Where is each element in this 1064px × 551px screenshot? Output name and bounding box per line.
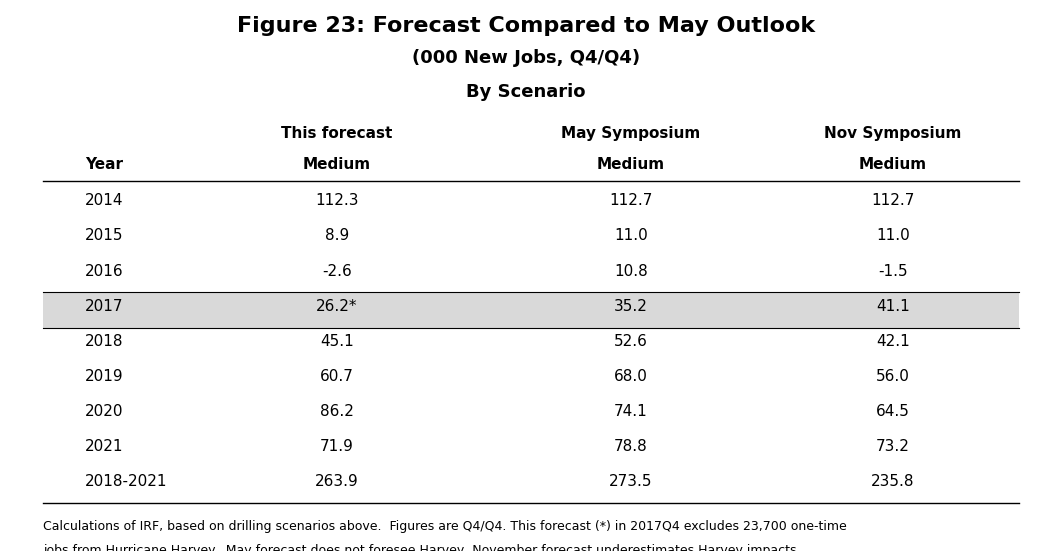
Text: 8.9: 8.9 (325, 229, 349, 244)
Text: 2014: 2014 (85, 193, 123, 208)
Text: 112.3: 112.3 (315, 193, 359, 208)
Text: 86.2: 86.2 (320, 404, 354, 419)
Text: 2021: 2021 (85, 439, 123, 453)
Text: 2018: 2018 (85, 333, 123, 349)
Text: 35.2: 35.2 (614, 299, 648, 314)
Text: By Scenario: By Scenario (466, 83, 585, 101)
Text: Figure 23: Forecast Compared to May Outlook: Figure 23: Forecast Compared to May Outl… (237, 16, 815, 36)
Text: 71.9: 71.9 (320, 439, 354, 453)
Text: 26.2*: 26.2* (316, 299, 358, 314)
Text: 73.2: 73.2 (876, 439, 910, 453)
Text: 11.0: 11.0 (877, 229, 910, 244)
Text: -2.6: -2.6 (322, 263, 352, 278)
Text: 2020: 2020 (85, 404, 123, 419)
Text: Nov Symposium: Nov Symposium (825, 126, 962, 141)
Text: This forecast: This forecast (281, 126, 393, 141)
Text: 74.1: 74.1 (614, 404, 648, 419)
Text: 11.0: 11.0 (614, 229, 648, 244)
Text: 2017: 2017 (85, 299, 123, 314)
Text: 64.5: 64.5 (876, 404, 910, 419)
Text: 235.8: 235.8 (871, 474, 915, 489)
Text: 10.8: 10.8 (614, 263, 648, 278)
Text: 263.9: 263.9 (315, 474, 359, 489)
Text: May Symposium: May Symposium (561, 126, 700, 141)
Text: 52.6: 52.6 (614, 333, 648, 349)
Text: 45.1: 45.1 (320, 333, 354, 349)
Text: 2019: 2019 (85, 369, 123, 383)
Text: 112.7: 112.7 (871, 193, 915, 208)
Text: 78.8: 78.8 (614, 439, 648, 453)
Text: (000 New Jobs, Q4/Q4): (000 New Jobs, Q4/Q4) (412, 50, 639, 67)
Text: 42.1: 42.1 (877, 333, 910, 349)
Text: 60.7: 60.7 (320, 369, 354, 383)
Text: 2016: 2016 (85, 263, 123, 278)
Text: Medium: Medium (859, 158, 927, 172)
Text: 2018-2021: 2018-2021 (85, 474, 168, 489)
Text: 56.0: 56.0 (876, 369, 910, 383)
Text: 41.1: 41.1 (877, 299, 910, 314)
Text: Medium: Medium (303, 158, 371, 172)
Text: Medium: Medium (597, 158, 665, 172)
FancyBboxPatch shape (44, 292, 1019, 328)
Text: 273.5: 273.5 (609, 474, 652, 489)
Text: jobs from Hurricane Harvey.  May forecast does not foresee Harvey, November fore: jobs from Hurricane Harvey. May forecast… (44, 544, 801, 551)
Text: Year: Year (85, 158, 123, 172)
Text: -1.5: -1.5 (878, 263, 908, 278)
Text: 112.7: 112.7 (610, 193, 652, 208)
Text: 68.0: 68.0 (614, 369, 648, 383)
Text: Calculations of IRF, based on drilling scenarios above.  Figures are Q4/Q4. This: Calculations of IRF, based on drilling s… (44, 520, 847, 533)
Text: 2015: 2015 (85, 229, 123, 244)
